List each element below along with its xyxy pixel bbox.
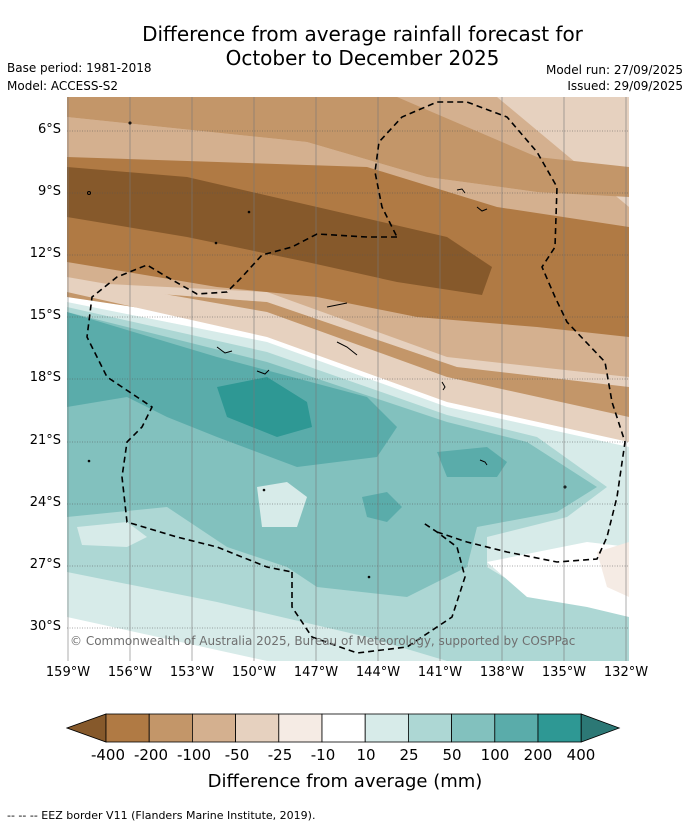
title-line-1: Difference from average rainfall forecas…	[142, 22, 583, 46]
island	[326, 302, 348, 308]
lat-label-30s: 30°S	[29, 619, 61, 634]
colorbar-label: 200	[523, 746, 553, 764]
lat-label-6s: 6°S	[37, 122, 61, 137]
colorbar-cell	[537, 713, 582, 743]
lon-label-147w: 147°W	[293, 665, 339, 680]
eez-border-cook-islands	[86, 233, 397, 573]
lon-label-153w: 153°W	[169, 665, 215, 680]
model-run-date: Model run: 27/09/2025	[545, 63, 683, 77]
colorbar-label: -10	[310, 746, 336, 764]
band-minus-25-southeast	[597, 542, 629, 597]
island	[262, 488, 266, 492]
colorbar-label: 400	[566, 746, 596, 764]
colorbar-extend-high	[580, 713, 621, 743]
colorbar-label: 10	[356, 746, 376, 764]
island	[214, 241, 218, 245]
colorbar-label: 100	[480, 746, 510, 764]
colorbar-cells	[66, 713, 621, 743]
rainfall-map	[67, 97, 629, 661]
colorbar-label: -25	[267, 746, 293, 764]
lon-label-144w: 144°W	[355, 665, 401, 680]
band-transition	[67, 277, 629, 442]
colorbar-label: -100	[176, 746, 212, 764]
island	[128, 121, 132, 125]
band-minus-50-north	[67, 117, 629, 227]
island	[256, 369, 270, 375]
copyright-notice: © Commonwealth of Australia 2025, Bureau…	[70, 634, 576, 648]
lat-label-27s: 27°S	[29, 557, 61, 572]
colorbar-title: Difference from average (mm)	[207, 771, 483, 792]
eez-legend-note: -- -- -- EEZ border V11 (Flanders Marine…	[7, 809, 316, 822]
colorbar-cell	[235, 713, 280, 743]
colorbar-cell	[364, 713, 409, 743]
graticule	[67, 130, 629, 629]
rainfall-map-svg	[67, 97, 629, 661]
island	[479, 459, 488, 466]
island	[87, 191, 91, 195]
island	[247, 210, 251, 214]
band-plus-25-bottom	[67, 572, 447, 661]
colorbar-cell	[407, 713, 452, 743]
colorbar-label: 50	[442, 746, 462, 764]
title-line-2: October to December 2025	[225, 46, 500, 70]
band-minus-400	[67, 167, 492, 295]
colorbar-label: -400	[90, 746, 126, 764]
colorbar-label: -50	[224, 746, 250, 764]
map-title: Difference from average rainfall forecas…	[0, 22, 690, 70]
band-minus-10-southeast	[487, 542, 629, 617]
island	[336, 341, 358, 356]
lat-label-15s: 15°S	[29, 308, 61, 323]
colorbar-label: -200	[133, 746, 169, 764]
island	[87, 459, 91, 463]
base-period: Base period: 1981-2018	[7, 61, 152, 75]
lon-label-138w: 138°W	[479, 665, 525, 680]
band-plus-10-patch	[257, 482, 307, 527]
island	[563, 485, 567, 489]
lon-label-150w: 150°W	[231, 665, 277, 680]
colorbar-cell	[148, 713, 193, 743]
band-minus-100	[67, 97, 629, 197]
islands	[87, 121, 567, 579]
graticule-meridians	[67, 97, 627, 661]
lat-label-21s: 21°S	[29, 433, 61, 448]
model-name: Model: ACCESS-S2	[7, 79, 119, 93]
issued-date: Issued: 29/09/2025	[567, 79, 683, 93]
island	[476, 206, 488, 212]
colorbar-cell	[321, 713, 366, 743]
island	[456, 188, 466, 194]
colorbar-cell	[278, 713, 323, 743]
lat-label-24s: 24°S	[29, 495, 61, 510]
lat-label-18s: 18°S	[29, 370, 61, 385]
lon-label-141w: 141°W	[417, 665, 463, 680]
lat-label-12s: 12°S	[29, 246, 61, 261]
colorbar	[66, 713, 621, 743]
island	[367, 575, 371, 579]
colorbar-cell	[451, 713, 496, 743]
lon-label-156w: 156°W	[107, 665, 153, 680]
island	[216, 346, 233, 354]
island	[441, 381, 446, 391]
lat-label-9s: 9°S	[37, 184, 61, 199]
band-plus-10-southwest	[77, 522, 147, 547]
colorbar-extend-low	[66, 713, 107, 743]
colorbar-cell	[105, 713, 150, 743]
band-plus-200-east	[437, 447, 507, 477]
band-plus-200	[217, 377, 312, 437]
colorbar-cell	[192, 713, 237, 743]
colorbar-label: 25	[399, 746, 419, 764]
lon-label-135w: 135°W	[541, 665, 587, 680]
colorbar-cell	[494, 713, 539, 743]
eez-border-french-polynesia	[291, 101, 626, 654]
lon-label-132w: 132°W	[603, 665, 649, 680]
band-plus-200-mid	[362, 492, 402, 522]
lon-label-159w: 159°W	[45, 665, 91, 680]
